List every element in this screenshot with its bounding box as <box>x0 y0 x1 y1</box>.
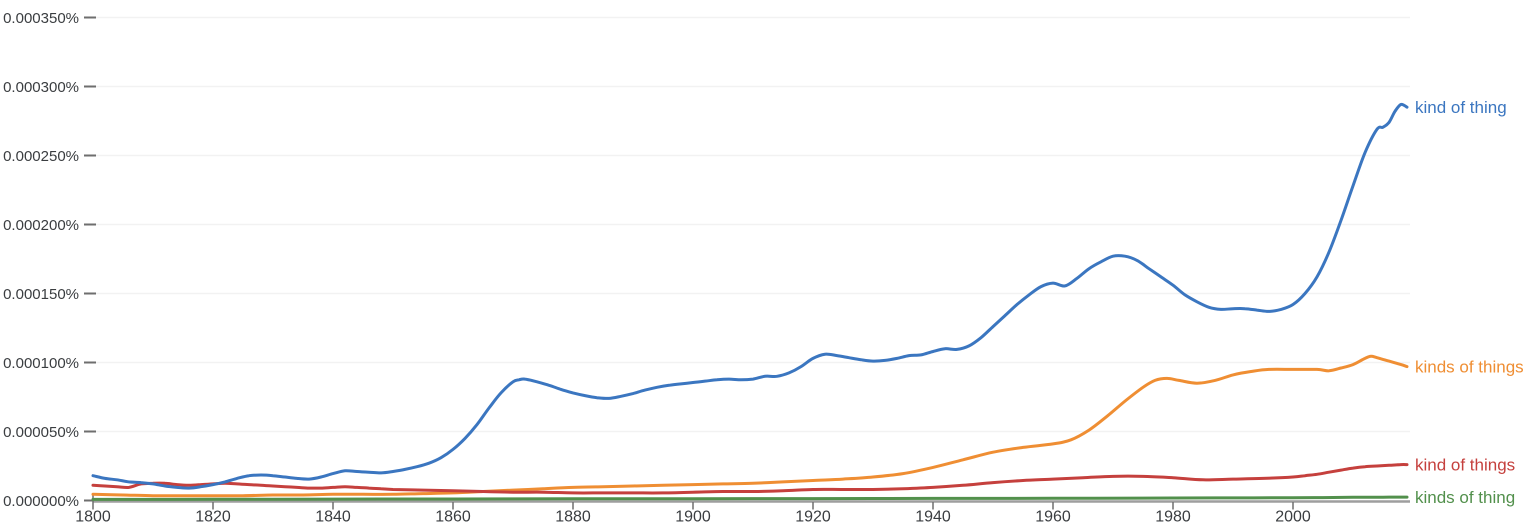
y-axis-tick-label: 0.000350% <box>3 10 79 27</box>
series-line-kind-of-thing[interactable] <box>91 102 1409 490</box>
series-label-kind-of-things[interactable]: kind of things <box>1415 456 1515 475</box>
y-axis-labels: 0.000000% 0.000050% 0.000100% 0.000150% 0.00… <box>3 10 79 510</box>
x-axis-tick-label: 1900 <box>675 509 711 526</box>
x-axis-labels: 1800 1820 1840 1860 1880 1900 1920 1940 1960 1980… <box>75 509 1311 526</box>
y-axis-tick-label: 0.000100% <box>3 355 79 372</box>
x-axis-tick-label: 1820 <box>195 509 231 526</box>
y-axis-tick-label: 0.000250% <box>3 148 79 165</box>
series-line-kinds-of-things[interactable] <box>91 354 1409 498</box>
x-axis-tick-label: 1960 <box>1035 509 1071 526</box>
x-axis-tick-label: 1940 <box>915 509 951 526</box>
x-axis-tick-label: 1860 <box>435 509 471 526</box>
x-axis-tick-label: 1800 <box>75 509 111 526</box>
series-label-kinds-of-thing[interactable]: kinds of thing <box>1415 488 1515 507</box>
gridlines <box>95 16 1410 433</box>
series-line-kinds-of-thing[interactable] <box>91 495 1409 501</box>
x-axis-tick-label: 1880 <box>555 509 591 526</box>
y-axis-tick-label: 0.000050% <box>3 424 79 441</box>
series-label-kind-of-thing[interactable]: kind of thing <box>1415 98 1507 117</box>
y-axis-ticks <box>84 16 96 502</box>
y-axis-tick-label: 0.000200% <box>3 217 79 234</box>
x-axis-tick-label: 2000 <box>1275 509 1311 526</box>
y-axis-tick-label: 0.000300% <box>3 79 79 96</box>
x-axis-tick-label: 1840 <box>315 509 351 526</box>
x-axis-tick-label: 1920 <box>795 509 831 526</box>
series-label-kinds-of-things[interactable]: kinds of things <box>1415 358 1524 377</box>
x-axis-tick-label: 1980 <box>1155 509 1191 526</box>
x-axis-ticks <box>92 494 1294 510</box>
y-axis-tick-label: 0.000000% <box>3 493 79 510</box>
y-axis-tick-label: 0.000150% <box>3 286 79 303</box>
